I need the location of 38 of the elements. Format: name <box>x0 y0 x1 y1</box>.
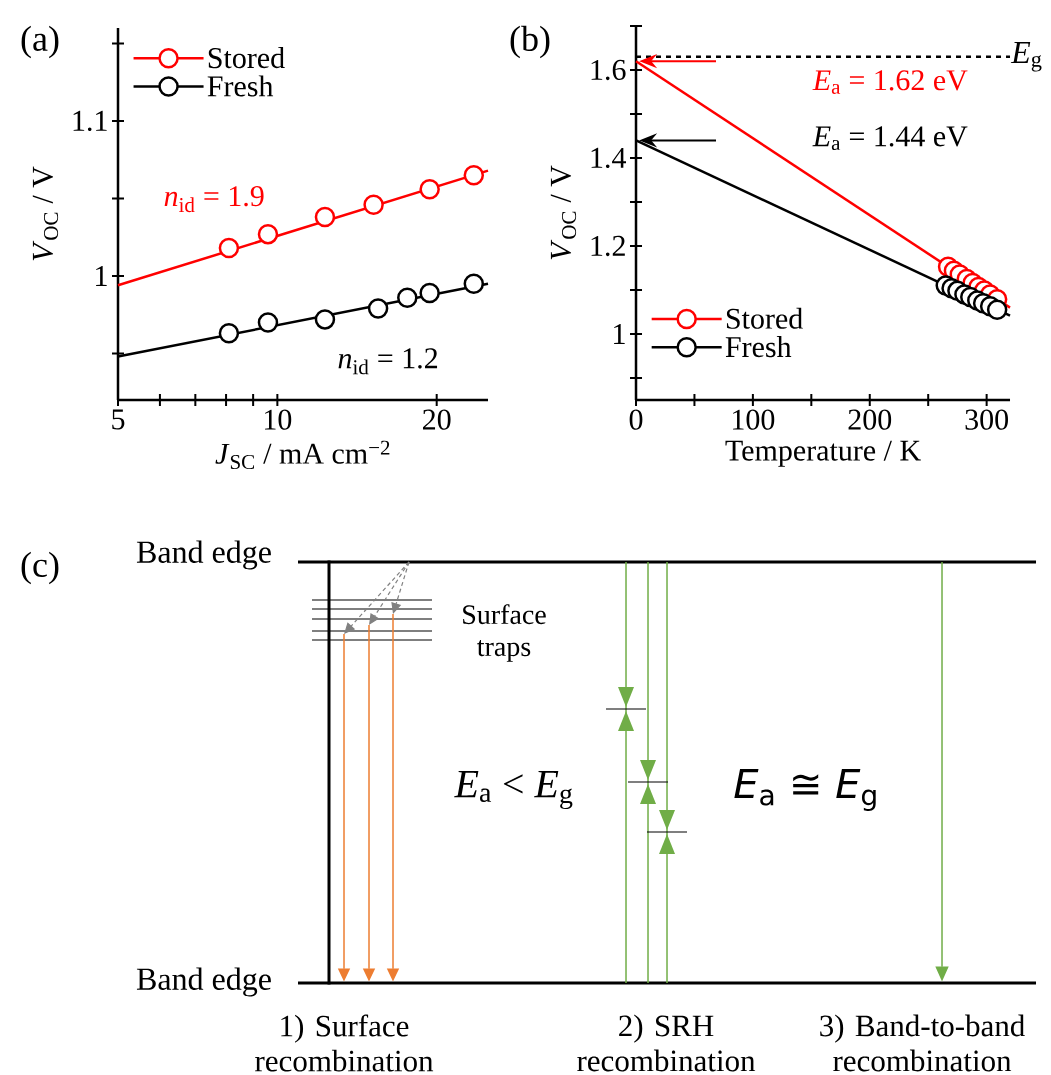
text: E$_{a}$ ≅ E$_{g}$ <box>734 768 876 812</box>
y-tick-label: 1.6 <box>591 59 626 81</box>
chart-title: (a) <box>21 25 59 59</box>
x-tick-label: 10 <box>264 409 292 430</box>
text: 2) SRH recombination <box>577 1014 756 1072</box>
text: 1) Surface recombination <box>255 1014 434 1072</box>
y-tick-label: 1.1 <box>73 110 107 132</box>
text: Band edge <box>136 967 271 997</box>
legend-label: Stored <box>208 47 285 69</box>
legend-label: Fresh <box>207 75 274 97</box>
legend-label: Fresh <box>725 336 792 358</box>
point <box>986 299 1008 321</box>
text: Band edge <box>136 540 271 570</box>
y-tick-label: 1.4 <box>591 147 627 169</box>
y-tick-label: 1 <box>96 266 107 286</box>
text: E$_{a}$ < E$_{g}$ <box>454 770 573 810</box>
y-axis-title: V$_{OC}$ / V <box>550 165 577 260</box>
chart-title: (b) <box>510 25 550 59</box>
annotation: E$_{a}$ = 1.44 eV <box>812 126 968 151</box>
x-tick-label: 200 <box>848 409 892 430</box>
text: Surface traps <box>463 604 546 662</box>
text: (c) <box>21 551 59 585</box>
ref-line-label: E$_{g}$ <box>1010 42 1042 72</box>
legend-label: Stored <box>726 307 803 329</box>
x-tick-label: 300 <box>965 409 1008 430</box>
y-tick-label: 1.2 <box>591 235 625 257</box>
y-tick-label: 1 <box>614 324 625 344</box>
x-axis-title: J$_{SC}$ / mA cm$^{−2}$ <box>215 440 390 470</box>
x-tick-label: 0 <box>629 409 643 430</box>
annotation: n$_{id}$ = 1.2 <box>338 348 438 375</box>
x-axis-title: Temperature / K <box>725 440 921 467</box>
annotation: E$_{a}$ = 1.62 eV <box>812 70 968 94</box>
x-tick-label: 5 <box>112 409 125 430</box>
x-tick-label: 20 <box>423 409 451 430</box>
text: 3) Band-to-band recombination <box>820 1014 1025 1072</box>
x-tick-label: 100 <box>733 409 775 430</box>
y-axis-title: V$_{OC}$ / V <box>32 166 59 261</box>
annotation: n$_{id}$ = 1.9 <box>164 186 264 213</box>
